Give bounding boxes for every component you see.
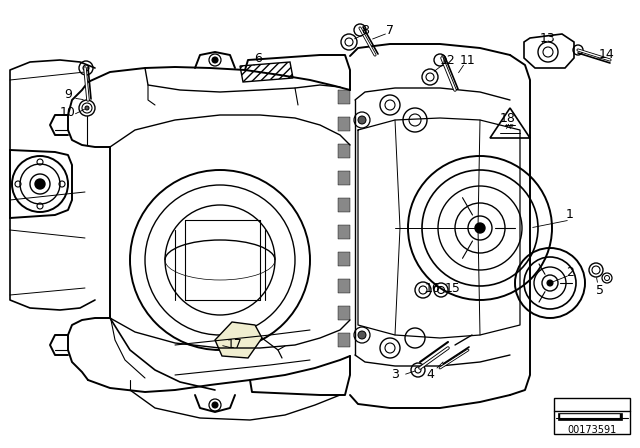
Circle shape	[475, 223, 485, 233]
Text: 17: 17	[227, 339, 243, 352]
Polygon shape	[338, 225, 350, 239]
Text: 7: 7	[386, 23, 394, 36]
Text: 2: 2	[566, 266, 574, 279]
Circle shape	[547, 280, 553, 286]
Text: 15: 15	[445, 281, 461, 294]
Text: 5: 5	[596, 284, 604, 297]
Polygon shape	[215, 322, 262, 358]
Text: 4: 4	[426, 369, 434, 382]
FancyBboxPatch shape	[554, 398, 630, 434]
Polygon shape	[338, 333, 350, 347]
Text: 00173591: 00173591	[568, 425, 616, 435]
Text: 8: 8	[361, 23, 369, 36]
Polygon shape	[338, 171, 350, 185]
Text: 12: 12	[440, 53, 456, 66]
Text: 9: 9	[64, 89, 72, 102]
Polygon shape	[560, 414, 620, 419]
Polygon shape	[558, 413, 622, 420]
Polygon shape	[338, 117, 350, 131]
Text: 11: 11	[460, 53, 476, 66]
Text: 18: 18	[500, 112, 516, 125]
Text: 13: 13	[540, 31, 556, 44]
Circle shape	[212, 57, 218, 63]
Text: AF: AF	[506, 124, 515, 130]
Text: 14: 14	[599, 48, 615, 61]
Text: 10: 10	[60, 105, 76, 119]
Polygon shape	[338, 90, 350, 104]
Polygon shape	[338, 306, 350, 320]
Circle shape	[212, 402, 218, 408]
Polygon shape	[338, 252, 350, 266]
Text: 16: 16	[425, 281, 441, 294]
Polygon shape	[338, 279, 350, 293]
Text: 6: 6	[254, 52, 262, 65]
Circle shape	[358, 331, 366, 339]
Circle shape	[85, 106, 89, 110]
Text: 3: 3	[391, 369, 399, 382]
Text: 1: 1	[566, 208, 574, 221]
Polygon shape	[338, 144, 350, 158]
Polygon shape	[338, 198, 350, 212]
Circle shape	[35, 179, 45, 189]
Circle shape	[358, 116, 366, 124]
